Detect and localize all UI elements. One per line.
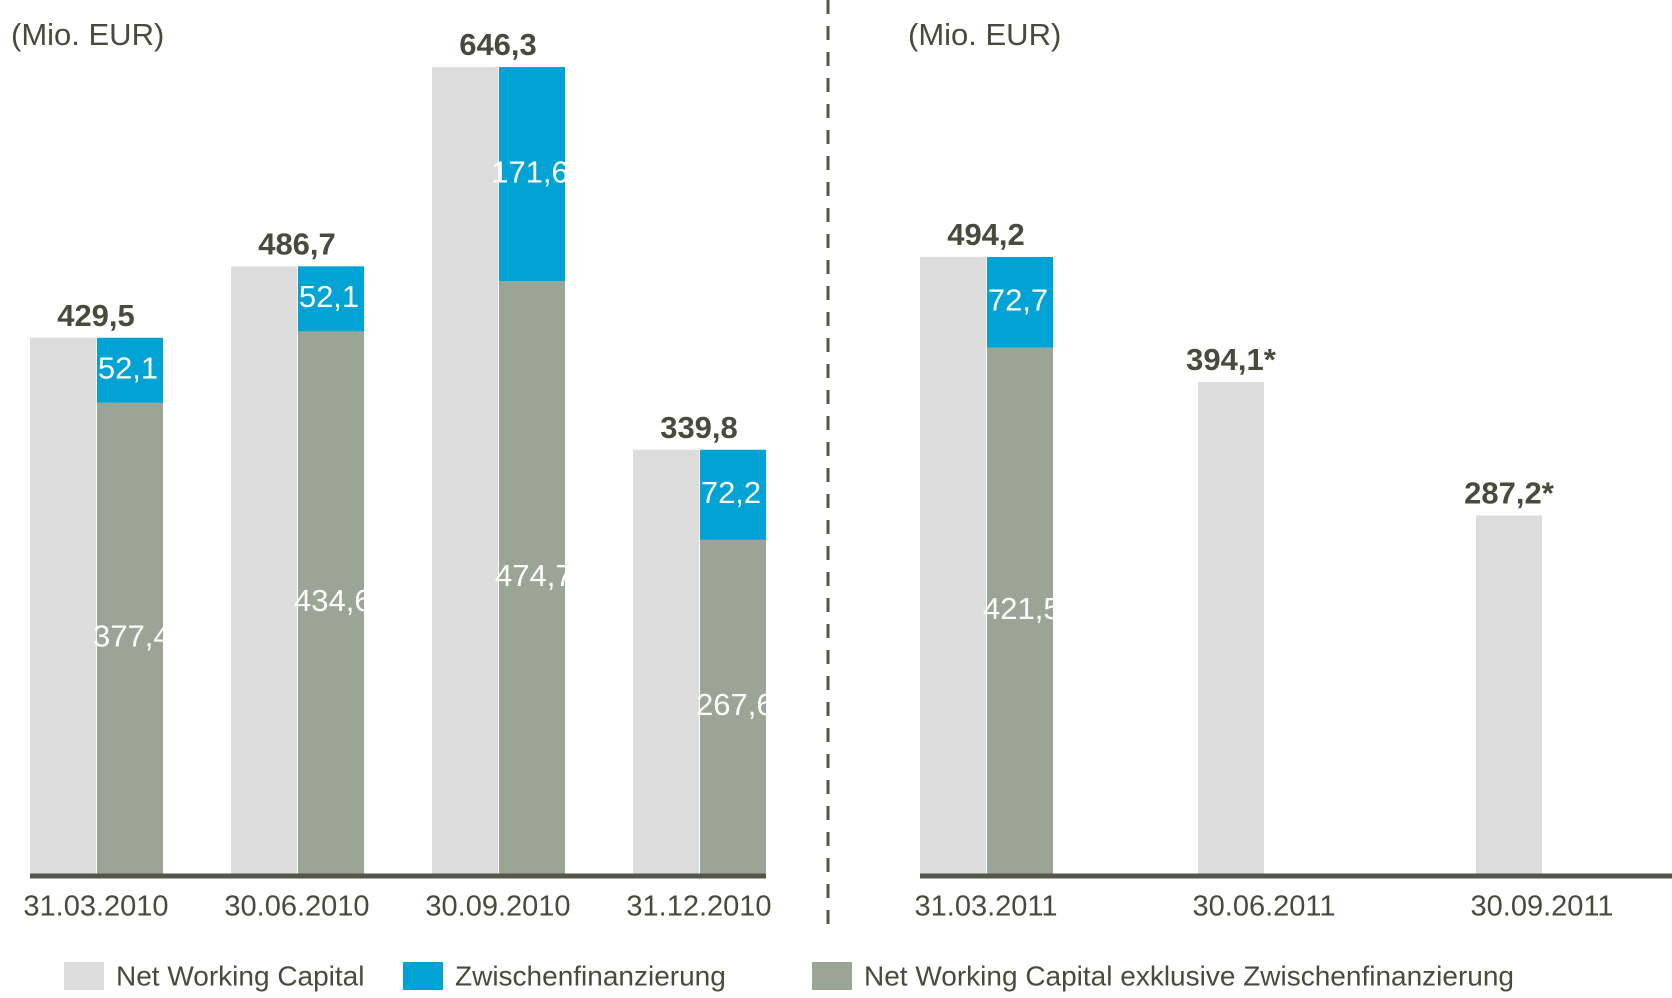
segment-label: 474,7 [495, 558, 573, 593]
bar [432, 67, 498, 875]
segment-label: 52,1 [98, 350, 158, 385]
legend-label: Net Working Capital [116, 960, 364, 991]
bar-segment [499, 67, 565, 282]
total-label: 339,8 [660, 410, 738, 445]
segment-label: 52,1 [299, 279, 359, 314]
total-label: 486,7 [258, 227, 336, 262]
segment-label: 72,2 [701, 475, 761, 510]
unit-label: (Mio. EUR) [908, 17, 1061, 52]
x-tick-label: 31.03.2010 [23, 891, 168, 923]
bar-segment [97, 402, 163, 874]
x-tick-label: 30.06.2011 [1193, 891, 1336, 923]
legend-label: Net Working Capital exklusive Zwischenfi… [864, 960, 1514, 991]
segment-label: 171,6 [491, 154, 569, 189]
bar-segment [499, 281, 565, 875]
legend-swatch [403, 962, 443, 990]
segment-label: 377,4 [93, 619, 171, 654]
bar [920, 256, 986, 874]
bar-segment [700, 449, 766, 540]
bar [1476, 515, 1542, 874]
legend-label: Zwischenfinanzierung [455, 960, 726, 991]
total-label: 429,5 [57, 298, 135, 333]
legend-swatch [64, 962, 104, 990]
bar-segment [987, 347, 1053, 874]
bar-segment [97, 337, 163, 403]
x-tick-label: 30.09.2011 [1471, 891, 1614, 923]
legend-swatch [812, 962, 852, 990]
x-tick-label: 30.06.2010 [224, 891, 369, 923]
segment-label: 434,6 [294, 583, 372, 618]
segment-label: 267,6 [696, 687, 774, 722]
bar [30, 337, 96, 874]
total-label: 646,3 [459, 27, 537, 62]
total-label: 287,2* [1464, 476, 1555, 511]
bar-segment [298, 331, 364, 874]
total-label: 494,2 [947, 217, 1025, 252]
bar-segment [298, 266, 364, 332]
bar [633, 449, 699, 874]
bar-segment [700, 539, 766, 874]
total-label: 394,1* [1186, 342, 1277, 377]
bar-segment [987, 256, 1053, 348]
bar [1198, 381, 1264, 874]
x-tick-label: 30.09.2010 [425, 891, 570, 923]
x-tick-label: 31.03.2011 [915, 891, 1058, 923]
segment-label: 72,7 [988, 283, 1048, 318]
x-tick-label: 31.12.2010 [626, 891, 771, 923]
unit-label: (Mio. EUR) [11, 17, 164, 52]
bar [231, 266, 297, 874]
segment-label: 421,5 [983, 591, 1061, 626]
